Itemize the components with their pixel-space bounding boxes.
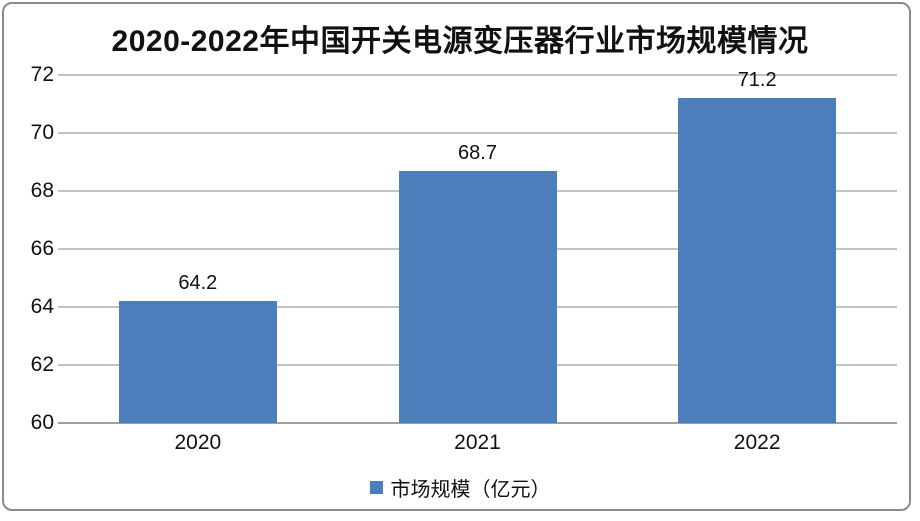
legend-swatch-icon (369, 481, 383, 494)
y-axis-tick-70: 70 (30, 121, 54, 144)
bar-2021 (398, 170, 557, 423)
bar-value-label-2020: 64.2 (178, 272, 218, 295)
bar-2020 (118, 301, 277, 423)
y-axis-tick-66: 66 (30, 237, 54, 260)
bar-2022 (678, 98, 837, 423)
x-axis-tick-2021: 2021 (454, 431, 501, 454)
plot-area: 60 62 64 66 68 70 72 64.2 2020 68.7 2021 71.2 2022 (31, 63, 897, 454)
y-axis-tick-60: 60 (30, 411, 54, 434)
bar-value-label-2022: 71.2 (737, 69, 777, 92)
gridline-70 (58, 132, 897, 134)
bar-value-label-2021: 68.7 (458, 141, 497, 164)
chart-title: 2020-2022年中国开关电源变压器行业市场规模情况 (111, 25, 809, 58)
y-axis-tick-72: 72 (30, 63, 54, 86)
legend-label: 市场规模（亿元） (390, 479, 551, 501)
y-axis-tick-62: 62 (30, 353, 54, 376)
gridline-72 (58, 74, 897, 76)
legend: 市场规模（亿元） (0, 473, 920, 502)
x-axis-tick-2022: 2022 (733, 431, 781, 454)
y-axis-tick-64: 64 (30, 295, 54, 318)
x-axis-tick-2020: 2020 (174, 431, 222, 454)
x-axis-line (58, 422, 897, 424)
y-axis-tick-68: 68 (30, 179, 54, 202)
